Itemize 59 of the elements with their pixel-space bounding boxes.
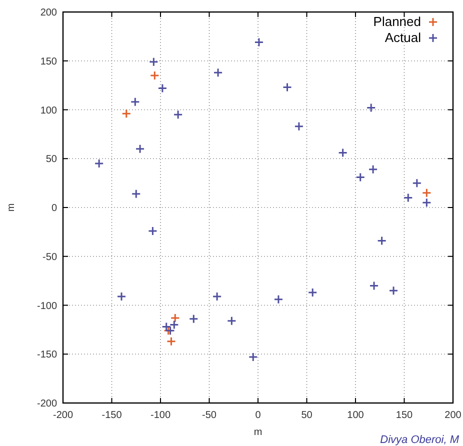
x-tick-label: 150 — [396, 410, 414, 421]
point — [403, 192, 413, 202]
point — [213, 68, 223, 78]
point — [274, 294, 284, 304]
point — [282, 82, 292, 92]
point — [162, 322, 172, 332]
point — [148, 57, 158, 67]
point — [130, 97, 140, 107]
point — [188, 314, 198, 324]
point — [148, 226, 158, 236]
point — [248, 352, 258, 362]
point — [412, 178, 422, 188]
point — [170, 313, 180, 323]
point — [422, 198, 432, 208]
point — [308, 288, 318, 298]
point — [338, 148, 348, 158]
point — [388, 286, 398, 296]
point — [150, 70, 160, 80]
y-tick-label: 150 — [40, 56, 58, 68]
point — [131, 189, 141, 199]
x-tick-label: 0 — [255, 410, 262, 421]
point — [226, 316, 236, 326]
y-tick-label: -200 — [36, 398, 58, 410]
point — [135, 144, 145, 154]
y-tick-label: 0 — [51, 203, 58, 214]
point — [368, 164, 378, 174]
x-tick-label: -100 — [150, 410, 171, 421]
point — [158, 83, 168, 93]
x-tick-label: 50 — [301, 410, 313, 421]
y-tick-label: -100 — [36, 300, 58, 312]
point — [173, 110, 183, 120]
x-tick-label: -150 — [102, 410, 122, 421]
y-tick-label: -50 — [42, 252, 58, 263]
legend-label: Actual — [384, 30, 422, 45]
y-tick-label: 200 — [40, 8, 58, 18]
point — [422, 188, 432, 198]
text: Divya Oberoi, M — [380, 434, 460, 446]
y-tick-label: -150 — [36, 350, 58, 361]
point — [169, 320, 179, 330]
point — [122, 108, 132, 118]
point — [94, 158, 104, 168]
x-tick-label: 100 — [347, 410, 364, 421]
point — [356, 172, 366, 182]
point — [366, 103, 376, 113]
x-axis-title: m — [254, 427, 262, 438]
point — [377, 236, 387, 246]
x-tick-label: -200 — [52, 410, 74, 421]
y-axis-title: m — [6, 203, 17, 212]
point — [212, 292, 222, 302]
legend-label: Planned — [373, 14, 421, 29]
x-tick-label: 200 — [444, 410, 462, 421]
point — [294, 122, 304, 132]
x-tick-label: -50 — [202, 410, 217, 421]
point — [116, 292, 126, 302]
point — [369, 280, 379, 290]
point — [166, 336, 176, 346]
y-tick-label: 50 — [46, 154, 58, 166]
y-tick-label: 100 — [40, 105, 58, 116]
point — [254, 38, 264, 48]
